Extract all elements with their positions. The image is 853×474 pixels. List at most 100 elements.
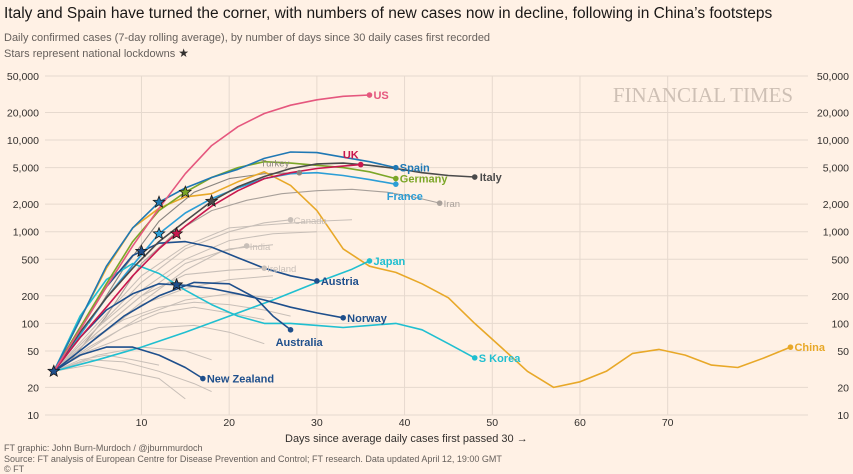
x-tick-label: 40 [399, 417, 411, 429]
end-point-spain [393, 164, 399, 171]
y-tick-label-left: 100 [21, 318, 39, 330]
series-label-china: China [794, 342, 825, 354]
y-tick-label-left: 20 [27, 382, 39, 394]
y-tick-label-right: 200 [831, 291, 849, 303]
label-layer: US UK Spain Italy Germany France Iran Turkey Can… [207, 90, 826, 386]
star-icon: ★ [178, 46, 190, 60]
y-tick-label-right: 20 [837, 382, 849, 394]
series-label-new-zealand: New Zealand [207, 374, 274, 386]
end-point-uk [357, 161, 364, 168]
y-tick-label-right: 10,000 [817, 135, 849, 147]
background-series-line [53, 364, 186, 400]
y-tick-label-left: 10 [27, 410, 39, 422]
series-label-japan: Japan [373, 256, 405, 268]
y-tick-label-left: 5,000 [13, 163, 39, 175]
series-label-norway: Norway [347, 313, 388, 325]
end-point-new-zealand [200, 375, 206, 382]
y-tick-label-right: 20,000 [817, 107, 849, 119]
series-line-japan [53, 260, 370, 373]
series-line-italy [53, 162, 475, 372]
end-point-germany [393, 175, 399, 182]
end-point-italy [471, 174, 478, 180]
background-series-line [53, 293, 274, 372]
series-line-norway [53, 283, 344, 372]
y-tick-label-left: 50,000 [7, 71, 39, 83]
background-series-line [53, 219, 353, 372]
series-line-ireland [53, 267, 265, 372]
background-series-line [53, 324, 265, 372]
y-tick-label-left: 50 [27, 346, 39, 358]
lockdown-note: Stars represent national lockdowns ★ [4, 46, 189, 60]
y-tick-label-left: 500 [21, 254, 39, 266]
series-label-uk: UK [343, 150, 359, 162]
footer-credit: FT graphic: John Burn-Murdoch / @jburnmu… [4, 443, 203, 453]
y-tick-label-left: 1,000 [13, 227, 39, 239]
end-point-china [787, 344, 794, 350]
end-point-australia [287, 327, 294, 333]
end-point-us [366, 92, 373, 98]
lockdown-star [152, 226, 166, 240]
end-point-turkey [296, 169, 303, 176]
series-label-india: India [250, 242, 271, 253]
series-label-us: US [373, 90, 388, 102]
background-series-line [53, 354, 160, 372]
lockdown-star [204, 194, 219, 208]
series-label-turkey: Turkey [261, 159, 290, 170]
series-label-spain: Spain [400, 163, 430, 175]
series-label-france: France [387, 191, 423, 203]
series-line-australia [53, 281, 292, 372]
series-label-australia: Australia [276, 337, 324, 349]
ft-watermark: FINANCIAL TIMES [613, 83, 793, 107]
series-label-canada: Canada [294, 216, 328, 227]
end-point-austria [314, 278, 320, 284]
series-line-uk [53, 163, 361, 372]
series-line-china [53, 171, 791, 389]
lockdown-star [152, 195, 166, 208]
end-point-japan [366, 258, 373, 264]
footer-source: Source: FT analysis of European Centre f… [4, 454, 502, 464]
x-tick-label: 10 [136, 417, 148, 429]
x-tick-label: 20 [223, 417, 235, 429]
lockdown-star [169, 226, 184, 240]
series-line-us [53, 94, 370, 372]
background-series-line [53, 301, 291, 372]
marker-layer [47, 92, 794, 382]
x-axis-label: Days since average daily cases first pas… [285, 433, 528, 445]
series-label-s-korea: S Korea [479, 353, 521, 365]
x-tick-label: 70 [662, 417, 674, 429]
lockdown-note-text: Stars represent national lockdowns [4, 48, 176, 60]
lockdown-star [134, 244, 149, 258]
end-point-iran [436, 200, 443, 206]
series-label-iran: Iran [444, 199, 460, 210]
lockdown-star [178, 185, 193, 198]
end-point-s-korea [471, 355, 478, 361]
chart-subtitle: Daily confirmed cases (7-day rolling ave… [4, 32, 491, 44]
series-label-italy: Italy [480, 172, 503, 184]
series-label-austria: Austria [321, 276, 360, 288]
y-tick-label-right: 10 [837, 410, 849, 422]
lockdown-star [169, 277, 184, 291]
lockdown-star [47, 364, 61, 377]
grid-layer: 10 10 20 20 50 50 100 100 200 200 500 500 1,000 1,000… [7, 71, 849, 429]
footer-copyright: © FT [4, 464, 25, 474]
series-layer [53, 94, 791, 389]
x-tick-label: 60 [574, 417, 586, 429]
x-tick-label: 30 [311, 417, 323, 429]
end-point-france [393, 181, 399, 187]
background-series-line [53, 359, 212, 393]
y-tick-label-left: 20,000 [7, 107, 39, 119]
x-tick-label: 50 [486, 417, 498, 429]
y-tick-label-right: 500 [831, 254, 849, 266]
y-tick-label-right: 50,000 [817, 71, 849, 83]
series-line-canada [53, 219, 291, 372]
y-tick-label-left: 2,000 [13, 199, 39, 211]
y-tick-label-right: 50 [837, 346, 849, 358]
y-tick-label-right: 1,000 [823, 227, 849, 239]
end-point-canada [287, 216, 294, 223]
y-tick-label-right: 100 [831, 318, 849, 330]
y-tick-label-right: 2,000 [823, 199, 849, 211]
y-tick-label-right: 5,000 [823, 163, 849, 175]
end-point-india [243, 243, 250, 249]
series-line-s-korea [53, 262, 476, 372]
